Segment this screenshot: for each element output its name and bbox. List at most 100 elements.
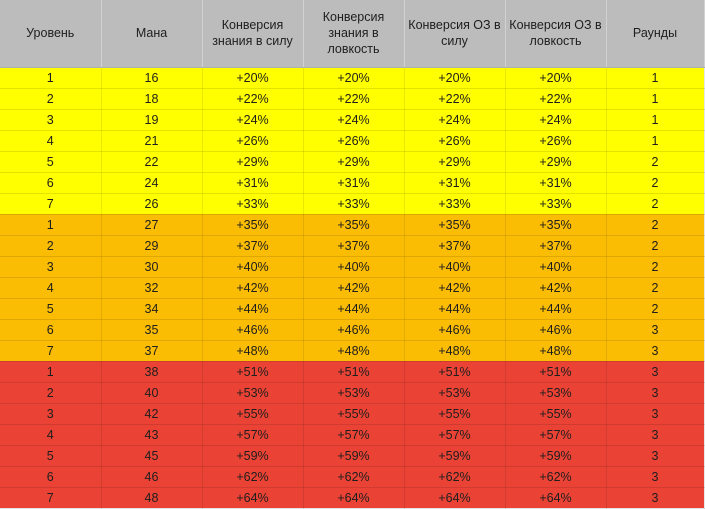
cell-knowledge-to-agility: +53% bbox=[303, 382, 405, 404]
cell-knowledge-to-strength: +53% bbox=[202, 382, 304, 404]
cell-rounds: 3 bbox=[606, 487, 705, 509]
cell-mana: 19 bbox=[101, 109, 203, 131]
cell-rounds: 2 bbox=[606, 193, 705, 215]
cell-hp-to-agility: +24% bbox=[505, 109, 607, 131]
cell-level: 1 bbox=[0, 67, 102, 89]
cell-rounds: 1 bbox=[606, 88, 705, 110]
cell-knowledge-to-strength: +62% bbox=[202, 466, 304, 488]
cell-hp-to-agility: +22% bbox=[505, 88, 607, 110]
cell-knowledge-to-agility: +22% bbox=[303, 88, 405, 110]
cell-knowledge-to-strength: +59% bbox=[202, 445, 304, 467]
cell-rounds: 2 bbox=[606, 298, 705, 320]
cell-rounds: 3 bbox=[606, 361, 705, 383]
cell-level: 7 bbox=[0, 487, 102, 509]
cell-mana: 30 bbox=[101, 256, 203, 278]
table-row: 4 32 +42% +42% +42% +42% 2 bbox=[0, 277, 705, 299]
cell-hp-to-strength: +51% bbox=[404, 361, 506, 383]
cell-level: 5 bbox=[0, 151, 102, 173]
cell-hp-to-strength: +29% bbox=[404, 151, 506, 173]
cell-hp-to-agility: +26% bbox=[505, 130, 607, 152]
cell-rounds: 3 bbox=[606, 319, 705, 341]
table-row: 7 37 +48% +48% +48% +48% 3 bbox=[0, 340, 705, 362]
header-knowledge-to-strength: Конверсия знания в силу bbox=[202, 0, 304, 68]
cell-hp-to-strength: +35% bbox=[404, 214, 506, 236]
header-knowledge-to-agility: Конверсия знания в ловкость bbox=[303, 0, 405, 68]
table-row: 7 48 +64% +64% +64% +64% 3 bbox=[0, 487, 705, 509]
cell-mana: 32 bbox=[101, 277, 203, 299]
header-row: Уровень Мана Конверсия знания в силу Кон… bbox=[0, 0, 705, 68]
cell-level: 1 bbox=[0, 214, 102, 236]
cell-knowledge-to-agility: +59% bbox=[303, 445, 405, 467]
cell-mana: 22 bbox=[101, 151, 203, 173]
cell-level: 7 bbox=[0, 193, 102, 215]
cell-knowledge-to-agility: +40% bbox=[303, 256, 405, 278]
header-hp-to-strength: Конверсия ОЗ в силу bbox=[404, 0, 506, 68]
cell-mana: 37 bbox=[101, 340, 203, 362]
cell-hp-to-agility: +55% bbox=[505, 403, 607, 425]
cell-rounds: 3 bbox=[606, 403, 705, 425]
cell-mana: 43 bbox=[101, 424, 203, 446]
table-row: 2 29 +37% +37% +37% +37% 2 bbox=[0, 235, 705, 257]
table-row: 2 40 +53% +53% +53% +53% 3 bbox=[0, 382, 705, 404]
cell-hp-to-strength: +59% bbox=[404, 445, 506, 467]
cell-hp-to-agility: +35% bbox=[505, 214, 607, 236]
cell-rounds: 1 bbox=[606, 130, 705, 152]
cell-level: 4 bbox=[0, 424, 102, 446]
table-row: 1 16 +20% +20% +20% +20% 1 bbox=[0, 67, 705, 89]
cell-hp-to-agility: +53% bbox=[505, 382, 607, 404]
header-rounds: Раунды bbox=[606, 0, 705, 68]
cell-hp-to-agility: +42% bbox=[505, 277, 607, 299]
cell-hp-to-agility: +40% bbox=[505, 256, 607, 278]
table-row: 3 19 +24% +24% +24% +24% 1 bbox=[0, 109, 705, 131]
cell-knowledge-to-agility: +57% bbox=[303, 424, 405, 446]
cell-hp-to-agility: +44% bbox=[505, 298, 607, 320]
table-row: 1 27 +35% +35% +35% +35% 2 bbox=[0, 214, 705, 236]
cell-knowledge-to-strength: +33% bbox=[202, 193, 304, 215]
cell-rounds: 3 bbox=[606, 445, 705, 467]
table-row: 5 22 +29% +29% +29% +29% 2 bbox=[0, 151, 705, 173]
cell-mana: 18 bbox=[101, 88, 203, 110]
cell-hp-to-strength: +26% bbox=[404, 130, 506, 152]
cell-knowledge-to-strength: +40% bbox=[202, 256, 304, 278]
cell-knowledge-to-agility: +35% bbox=[303, 214, 405, 236]
cell-hp-to-agility: +48% bbox=[505, 340, 607, 362]
cell-knowledge-to-agility: +24% bbox=[303, 109, 405, 131]
cell-hp-to-agility: +62% bbox=[505, 466, 607, 488]
cell-rounds: 2 bbox=[606, 214, 705, 236]
cell-hp-to-agility: +37% bbox=[505, 235, 607, 257]
cell-mana: 34 bbox=[101, 298, 203, 320]
cell-hp-to-agility: +46% bbox=[505, 319, 607, 341]
cell-hp-to-strength: +33% bbox=[404, 193, 506, 215]
cell-rounds: 3 bbox=[606, 382, 705, 404]
cell-mana: 27 bbox=[101, 214, 203, 236]
cell-knowledge-to-strength: +57% bbox=[202, 424, 304, 446]
cell-rounds: 2 bbox=[606, 235, 705, 257]
cell-level: 4 bbox=[0, 277, 102, 299]
cell-hp-to-strength: +37% bbox=[404, 235, 506, 257]
cell-knowledge-to-agility: +31% bbox=[303, 172, 405, 194]
cell-knowledge-to-agility: +42% bbox=[303, 277, 405, 299]
cell-hp-to-strength: +22% bbox=[404, 88, 506, 110]
cell-level: 3 bbox=[0, 109, 102, 131]
cell-hp-to-strength: +55% bbox=[404, 403, 506, 425]
cell-rounds: 3 bbox=[606, 340, 705, 362]
cell-mana: 16 bbox=[101, 67, 203, 89]
table-row: 6 24 +31% +31% +31% +31% 2 bbox=[0, 172, 705, 194]
cell-hp-to-strength: +44% bbox=[404, 298, 506, 320]
cell-hp-to-strength: +24% bbox=[404, 109, 506, 131]
cell-rounds: 2 bbox=[606, 151, 705, 173]
cell-level: 5 bbox=[0, 298, 102, 320]
cell-rounds: 3 bbox=[606, 466, 705, 488]
cell-knowledge-to-strength: +55% bbox=[202, 403, 304, 425]
cell-knowledge-to-strength: +22% bbox=[202, 88, 304, 110]
cell-knowledge-to-agility: +29% bbox=[303, 151, 405, 173]
cell-level: 1 bbox=[0, 361, 102, 383]
cell-hp-to-strength: +64% bbox=[404, 487, 506, 509]
table-row: 5 45 +59% +59% +59% +59% 3 bbox=[0, 445, 705, 467]
table-row: 6 35 +46% +46% +46% +46% 3 bbox=[0, 319, 705, 341]
table-row: 3 30 +40% +40% +40% +40% 2 bbox=[0, 256, 705, 278]
cell-level: 5 bbox=[0, 445, 102, 467]
cell-level: 3 bbox=[0, 403, 102, 425]
cell-knowledge-to-strength: +24% bbox=[202, 109, 304, 131]
cell-knowledge-to-strength: +48% bbox=[202, 340, 304, 362]
